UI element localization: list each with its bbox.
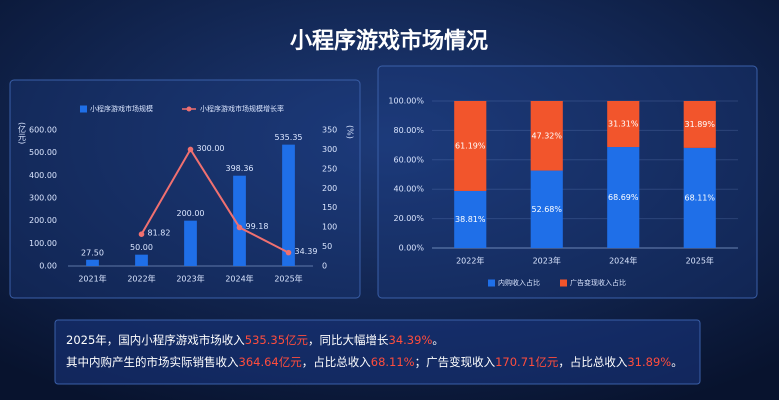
y-tick-label: 100.00% [388,97,424,106]
y-tick-label: 400.00 [29,171,57,180]
summary-line: 其中内购产生的市场实际销售收入364.64亿元，占比总收入68.11%；广告变现… [66,355,683,369]
y-tick-label: 500.00 [29,148,57,157]
summary-segment: 68.11% [371,355,415,369]
y-tick-label: 40.00% [393,185,424,194]
bar [683,101,716,148]
summary-segment: ，占比总收入 [302,355,371,369]
summary-segment: 364.64亿元 [239,355,303,369]
y-tick-label: 100.00 [29,239,57,248]
summary-segment: 2025年，国内小程序游戏市场收入 [66,333,245,347]
summary-segment: ，同比大幅增长 [308,333,389,347]
bar [607,147,640,248]
bar-value-label: 38.81% [455,215,486,224]
summary-segment: 其中内购产生的市场实际销售收入 [66,355,239,369]
line-point [285,249,292,256]
y-tick-label: 0.00 [39,262,57,271]
y2-tick-label: 200 [322,184,337,193]
bar [86,259,99,266]
y2-tick-label: 350 [322,126,337,135]
y2-tick-label: 50 [322,242,332,251]
y2-tick-label: 250 [322,164,337,173]
bar [454,101,487,191]
x-tick-label: 2023年 [533,256,561,266]
y-tick-label: 0.00% [399,244,425,253]
bar-value-label: 68.69% [608,193,639,202]
bar-value-label: 31.31% [608,120,639,129]
x-tick-label: 2025年 [274,274,302,284]
bar-value-label: 200.00 [177,209,205,218]
bar [530,170,563,248]
line-value-label: 99.18 [246,222,269,231]
line-value-label: 81.82 [148,229,171,238]
legend-label: 广告变现收入占比 [570,278,626,287]
legend-swatch [80,105,87,113]
bar [454,190,487,248]
bar-value-label: 68.11% [684,193,715,202]
legend-marker [186,106,192,112]
summary-line: 2025年，国内小程序游戏市场收入535.35亿元，同比大幅增长34.39%。 [66,333,444,347]
bar [233,175,246,266]
bar-value-label: 27.50 [81,248,104,257]
bar-value-label: 61.19% [455,141,486,150]
summary-segment: 31.89% [627,355,671,369]
line [140,147,289,254]
legend-swatch [560,279,567,287]
line-value-label: 300.00 [197,144,225,153]
legend-label: 小程序游戏市场规模 [90,104,153,113]
line-point [138,231,145,238]
legend-label: 内购收入占比 [498,278,540,287]
y2-tick-label: 300 [322,145,337,154]
bar-value-label: 398.36 [226,164,254,173]
bar-value-label: 47.32% [531,131,562,140]
legend-label: 小程序游戏市场规模增长率 [200,104,284,113]
x-tick-label: 2022年 [456,256,484,266]
y-tick-label: 600.00 [29,126,57,135]
summary-segment: 170.71亿元 [495,355,559,369]
y-tick-label: 60.00% [393,155,424,164]
line-point [187,146,194,153]
bar-value-label: 535.35 [275,133,303,142]
bar [184,220,197,266]
y-axis-label: (亿元) [18,122,27,144]
bar-value-label: 52.68% [531,205,562,214]
summary-segment: ，占比总收入 [558,355,627,369]
summary-segment: 。 [671,355,683,369]
line-point [236,224,243,231]
y2-axis-label: (%) [346,125,355,139]
y-tick-label: 300.00 [29,194,57,203]
x-tick-label: 2023年 [176,274,204,284]
bar [282,144,295,266]
y2-tick-label: 150 [322,203,337,212]
bar-value-label: 50.00 [130,243,153,252]
bar [683,147,716,248]
line-value-label: 34.39 [295,247,318,256]
bar [135,254,148,266]
slide-title: 小程序游戏市场情况 [290,28,488,54]
legend-swatch [488,279,495,287]
bar [530,101,563,171]
bar [607,101,640,148]
y-tick-label: 200.00 [29,216,57,225]
summary-segment: 535.35亿元 [245,333,309,347]
y2-tick-label: 0 [322,262,327,271]
summary-segment: 34.39% [389,333,433,347]
summary-segment: 。 [432,333,444,347]
summary-box [54,319,701,385]
x-tick-label: 2021年 [78,274,106,284]
y-tick-label: 80.00% [393,126,424,135]
x-tick-label: 2022年 [127,274,155,284]
summary-segment: ；广告变现收入 [415,355,496,369]
x-tick-label: 2024年 [225,274,253,284]
y-tick-label: 20.00% [393,214,424,223]
y2-tick-label: 100 [322,223,337,232]
x-tick-label: 2024年 [609,256,637,266]
bar-value-label: 31.89% [684,120,715,129]
x-tick-label: 2025年 [686,256,714,266]
